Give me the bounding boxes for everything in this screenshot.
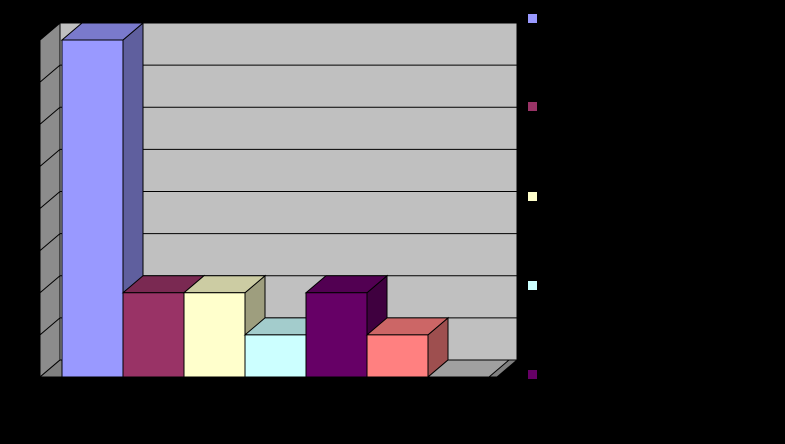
legend-swatch-1 bbox=[528, 14, 537, 23]
legend-swatch-3 bbox=[528, 192, 537, 201]
gridline-side bbox=[39, 106, 61, 125]
bar-3-front bbox=[183, 292, 246, 378]
bar-2-front bbox=[122, 292, 185, 378]
legend-swatch-4 bbox=[528, 281, 537, 290]
legend-swatch-5 bbox=[528, 370, 537, 379]
gridline-side bbox=[39, 191, 61, 209]
legend-swatch-2 bbox=[528, 102, 537, 111]
gridline-side bbox=[39, 317, 61, 336]
bar-5-front bbox=[305, 292, 368, 378]
gridline-side bbox=[39, 22, 61, 41]
bar-4-front bbox=[244, 334, 307, 378]
bar-1-front bbox=[61, 39, 124, 378]
gridline-side bbox=[39, 64, 61, 83]
chart-bars bbox=[60, 21, 511, 379]
gridline-side bbox=[39, 275, 61, 294]
bar-6 bbox=[365, 316, 450, 379]
gridline-side bbox=[39, 148, 61, 167]
bar-7 bbox=[426, 359, 511, 378]
bar-6-front bbox=[366, 334, 429, 378]
bar-7-base bbox=[426, 359, 511, 378]
chart-legend bbox=[528, 0, 778, 444]
gridline-side bbox=[39, 233, 61, 252]
